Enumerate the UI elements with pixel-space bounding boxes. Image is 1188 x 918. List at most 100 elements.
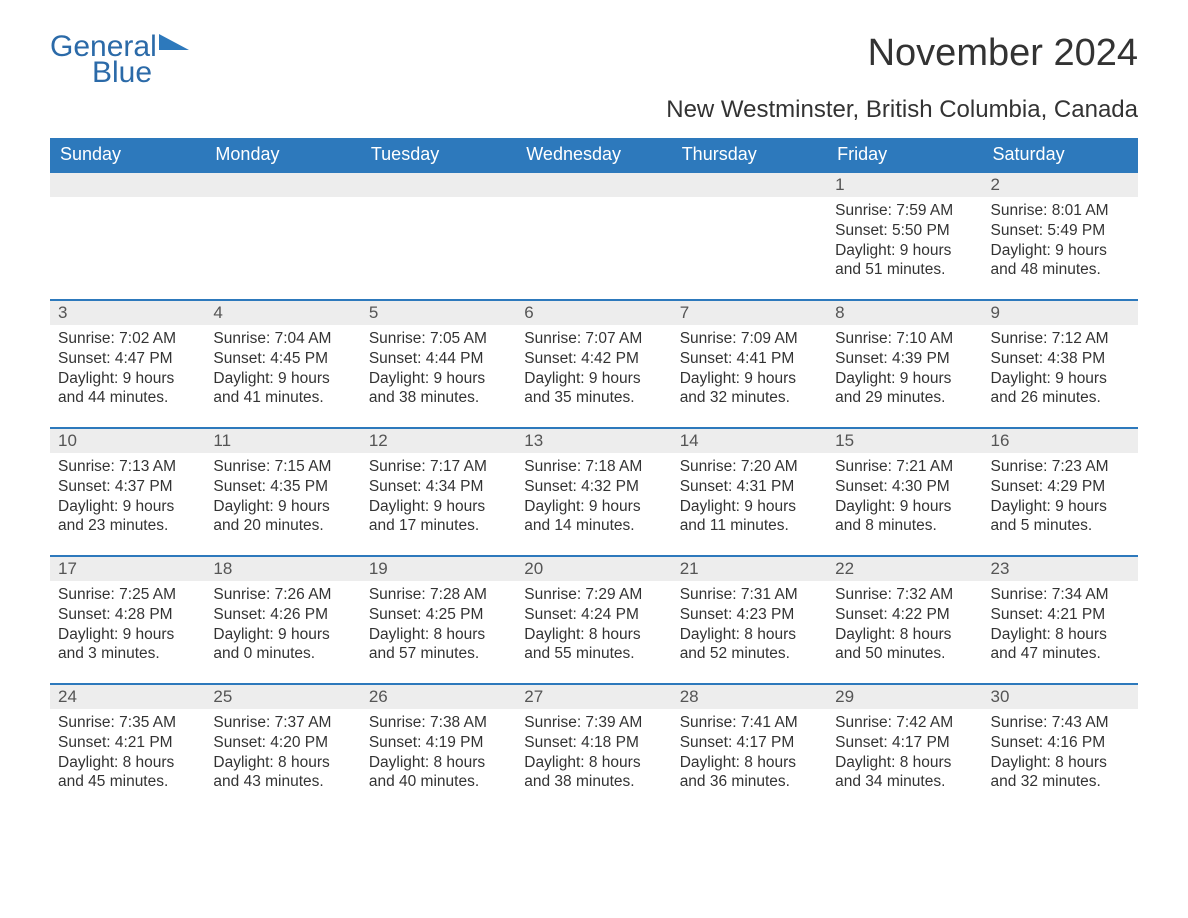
day-number: 19 (361, 557, 516, 581)
day-details: Sunrise: 7:59 AMSunset: 5:50 PMDaylight:… (827, 197, 982, 286)
daylight-line: Daylight: 9 hours and 38 minutes. (369, 369, 508, 409)
calendar-week-row: 3Sunrise: 7:02 AMSunset: 4:47 PMDaylight… (50, 300, 1138, 428)
sunset-line: Sunset: 4:42 PM (524, 349, 663, 369)
sunrise-line: Sunrise: 7:41 AM (680, 713, 819, 733)
sunrise-line: Sunrise: 7:18 AM (524, 457, 663, 477)
sunset-line: Sunset: 4:17 PM (680, 733, 819, 753)
sunrise-line: Sunrise: 7:20 AM (680, 457, 819, 477)
daylight-line: Daylight: 8 hours and 32 minutes. (991, 753, 1130, 793)
daylight-line: Daylight: 9 hours and 0 minutes. (213, 625, 352, 665)
day-number: 26 (361, 685, 516, 709)
sunset-line: Sunset: 4:29 PM (991, 477, 1130, 497)
calendar-body: 1Sunrise: 7:59 AMSunset: 5:50 PMDaylight… (50, 172, 1138, 812)
daylight-line: Daylight: 9 hours and 5 minutes. (991, 497, 1130, 537)
logo-text-blue: Blue (92, 58, 157, 88)
day-number: 22 (827, 557, 982, 581)
weekday-header: Wednesday (516, 138, 671, 172)
weekday-header: Sunday (50, 138, 205, 172)
day-number: 29 (827, 685, 982, 709)
calendar-week-row: 10Sunrise: 7:13 AMSunset: 4:37 PMDayligh… (50, 428, 1138, 556)
sunrise-line: Sunrise: 7:32 AM (835, 585, 974, 605)
calendar-day-cell: 16Sunrise: 7:23 AMSunset: 4:29 PMDayligh… (983, 428, 1138, 556)
sunset-line: Sunset: 4:41 PM (680, 349, 819, 369)
calendar-day-cell: 12Sunrise: 7:17 AMSunset: 4:34 PMDayligh… (361, 428, 516, 556)
day-number: 15 (827, 429, 982, 453)
daylight-line: Daylight: 8 hours and 57 minutes. (369, 625, 508, 665)
day-number: 9 (983, 301, 1138, 325)
day-details: Sunrise: 8:01 AMSunset: 5:49 PMDaylight:… (983, 197, 1138, 286)
sunrise-line: Sunrise: 7:28 AM (369, 585, 508, 605)
calendar-week-row: 1Sunrise: 7:59 AMSunset: 5:50 PMDaylight… (50, 172, 1138, 300)
sunset-line: Sunset: 5:49 PM (991, 221, 1130, 241)
sunset-line: Sunset: 4:34 PM (369, 477, 508, 497)
daylight-line: Daylight: 9 hours and 14 minutes. (524, 497, 663, 537)
daylight-line: Daylight: 9 hours and 51 minutes. (835, 241, 974, 281)
day-details: Sunrise: 7:28 AMSunset: 4:25 PMDaylight:… (361, 581, 516, 670)
sunset-line: Sunset: 4:20 PM (213, 733, 352, 753)
calendar-empty-cell (672, 172, 827, 300)
page-title: November 2024 (868, 32, 1138, 75)
sunrise-line: Sunrise: 7:10 AM (835, 329, 974, 349)
calendar-day-cell: 19Sunrise: 7:28 AMSunset: 4:25 PMDayligh… (361, 556, 516, 684)
day-details: Sunrise: 7:13 AMSunset: 4:37 PMDaylight:… (50, 453, 205, 542)
calendar-day-cell: 3Sunrise: 7:02 AMSunset: 4:47 PMDaylight… (50, 300, 205, 428)
sunrise-line: Sunrise: 7:04 AM (213, 329, 352, 349)
day-number: 6 (516, 301, 671, 325)
day-number: 28 (672, 685, 827, 709)
sunset-line: Sunset: 4:38 PM (991, 349, 1130, 369)
sunrise-line: Sunrise: 7:43 AM (991, 713, 1130, 733)
calendar-day-cell: 5Sunrise: 7:05 AMSunset: 4:44 PMDaylight… (361, 300, 516, 428)
day-number: 18 (205, 557, 360, 581)
daylight-line: Daylight: 9 hours and 41 minutes. (213, 369, 352, 409)
empty-daynum (50, 173, 205, 197)
daylight-line: Daylight: 9 hours and 3 minutes. (58, 625, 197, 665)
day-details: Sunrise: 7:29 AMSunset: 4:24 PMDaylight:… (516, 581, 671, 670)
sunset-line: Sunset: 4:47 PM (58, 349, 197, 369)
day-details: Sunrise: 7:35 AMSunset: 4:21 PMDaylight:… (50, 709, 205, 798)
sunset-line: Sunset: 4:21 PM (58, 733, 197, 753)
sunset-line: Sunset: 5:50 PM (835, 221, 974, 241)
sunset-line: Sunset: 4:30 PM (835, 477, 974, 497)
day-number: 24 (50, 685, 205, 709)
sunrise-line: Sunrise: 7:42 AM (835, 713, 974, 733)
calendar-week-row: 17Sunrise: 7:25 AMSunset: 4:28 PMDayligh… (50, 556, 1138, 684)
sunset-line: Sunset: 4:35 PM (213, 477, 352, 497)
sunrise-line: Sunrise: 7:23 AM (991, 457, 1130, 477)
daylight-line: Daylight: 9 hours and 20 minutes. (213, 497, 352, 537)
day-details: Sunrise: 7:42 AMSunset: 4:17 PMDaylight:… (827, 709, 982, 798)
header-row: General Blue November 2024 (50, 32, 1138, 88)
sunset-line: Sunset: 4:24 PM (524, 605, 663, 625)
day-details: Sunrise: 7:31 AMSunset: 4:23 PMDaylight:… (672, 581, 827, 670)
sunset-line: Sunset: 4:21 PM (991, 605, 1130, 625)
sunset-line: Sunset: 4:31 PM (680, 477, 819, 497)
day-number: 11 (205, 429, 360, 453)
calendar-day-cell: 4Sunrise: 7:04 AMSunset: 4:45 PMDaylight… (205, 300, 360, 428)
day-number: 17 (50, 557, 205, 581)
sunrise-line: Sunrise: 7:09 AM (680, 329, 819, 349)
sunset-line: Sunset: 4:44 PM (369, 349, 508, 369)
daylight-line: Daylight: 8 hours and 36 minutes. (680, 753, 819, 793)
daylight-line: Daylight: 8 hours and 45 minutes. (58, 753, 197, 793)
day-details: Sunrise: 7:15 AMSunset: 4:35 PMDaylight:… (205, 453, 360, 542)
day-details: Sunrise: 7:10 AMSunset: 4:39 PMDaylight:… (827, 325, 982, 414)
calendar-day-cell: 30Sunrise: 7:43 AMSunset: 4:16 PMDayligh… (983, 684, 1138, 812)
sunrise-line: Sunrise: 7:29 AM (524, 585, 663, 605)
daylight-line: Daylight: 8 hours and 52 minutes. (680, 625, 819, 665)
sunrise-line: Sunrise: 7:25 AM (58, 585, 197, 605)
day-details: Sunrise: 7:12 AMSunset: 4:38 PMDaylight:… (983, 325, 1138, 414)
sunset-line: Sunset: 4:39 PM (835, 349, 974, 369)
sunrise-line: Sunrise: 7:02 AM (58, 329, 197, 349)
calendar-day-cell: 8Sunrise: 7:10 AMSunset: 4:39 PMDaylight… (827, 300, 982, 428)
weekday-header: Tuesday (361, 138, 516, 172)
calendar-day-cell: 6Sunrise: 7:07 AMSunset: 4:42 PMDaylight… (516, 300, 671, 428)
empty-daynum (516, 173, 671, 197)
calendar-day-cell: 1Sunrise: 7:59 AMSunset: 5:50 PMDaylight… (827, 172, 982, 300)
sunset-line: Sunset: 4:25 PM (369, 605, 508, 625)
daylight-line: Daylight: 8 hours and 40 minutes. (369, 753, 508, 793)
sunset-line: Sunset: 4:37 PM (58, 477, 197, 497)
day-number: 2 (983, 173, 1138, 197)
calendar-day-cell: 13Sunrise: 7:18 AMSunset: 4:32 PMDayligh… (516, 428, 671, 556)
day-details: Sunrise: 7:37 AMSunset: 4:20 PMDaylight:… (205, 709, 360, 798)
day-number: 12 (361, 429, 516, 453)
calendar-day-cell: 17Sunrise: 7:25 AMSunset: 4:28 PMDayligh… (50, 556, 205, 684)
